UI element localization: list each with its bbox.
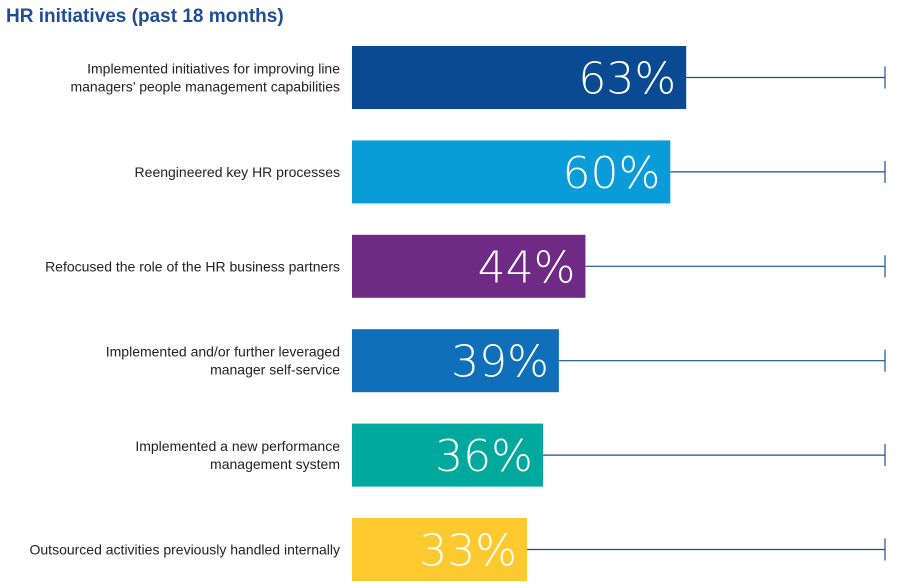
category-label: managers’ people management capabilities xyxy=(70,79,340,95)
category-label: Implemented and/or further leveraged xyxy=(106,344,340,360)
category-label: Outsourced activities previously handled… xyxy=(30,542,341,558)
category-label: management system xyxy=(210,456,340,472)
category-label: manager self-service xyxy=(210,362,340,378)
category-label: Reengineered key HR processes xyxy=(135,164,340,180)
bar-value-label: 63% xyxy=(578,54,676,105)
bar-value-label: 33% xyxy=(419,526,517,577)
bar-5 xyxy=(352,423,543,487)
category-label: Implemented a new performance xyxy=(135,438,340,454)
bar-6 xyxy=(352,518,528,581)
bar-3 xyxy=(352,234,586,298)
bar-1 xyxy=(352,46,687,109)
bar-value-label: 60% xyxy=(563,148,661,199)
category-label: Refocused the role of the HR business pa… xyxy=(45,258,340,274)
bar-value-label: 39% xyxy=(451,337,549,388)
bar-value-label: 44% xyxy=(478,242,576,293)
bar-4 xyxy=(352,329,559,393)
bar-2 xyxy=(352,140,671,204)
bar-value-label: 36% xyxy=(435,431,533,482)
category-label: Implemented initiatives for improving li… xyxy=(87,61,340,77)
chart-title: HR initiatives (past 18 months) xyxy=(6,6,284,27)
